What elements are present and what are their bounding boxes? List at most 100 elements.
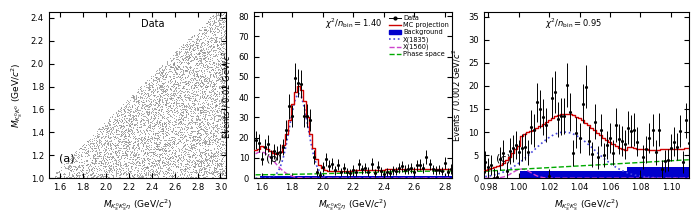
Point: [200, 63, 211, 67]
Point: [219, 103, 230, 107]
Point: [142, 94, 153, 97]
Point: [219, 74, 230, 77]
Point: [194, 103, 205, 106]
Point: [211, 110, 222, 114]
Point: [204, 153, 215, 156]
Point: [183, 61, 194, 64]
Point: [191, 80, 202, 84]
Point: [201, 120, 212, 124]
Point: [122, 110, 134, 114]
Point: [209, 114, 220, 117]
Point: [189, 161, 200, 164]
Point: [180, 65, 191, 69]
Point: [106, 160, 117, 163]
Point: [129, 96, 140, 100]
Point: [200, 29, 212, 32]
Point: [186, 43, 197, 46]
Point: [210, 25, 221, 28]
Bar: [395, 176, 397, 178]
Point: [173, 147, 184, 151]
Bar: [416, 176, 419, 178]
Point: [146, 161, 157, 165]
Point: [71, 172, 82, 175]
Point: [210, 159, 221, 163]
Point: [216, 79, 227, 83]
Point: [197, 95, 208, 98]
Point: [160, 142, 171, 146]
Point: [208, 63, 219, 66]
Point: [200, 149, 211, 152]
Point: [159, 143, 170, 146]
Point: [201, 142, 212, 146]
Point: [63, 172, 74, 176]
Point: [157, 73, 168, 77]
Point: [164, 174, 175, 177]
Point: [211, 53, 222, 56]
Point: [181, 112, 192, 116]
Point: [215, 25, 226, 28]
Point: [215, 72, 226, 76]
Point: [195, 164, 206, 168]
Bar: [406, 176, 410, 178]
Point: [220, 128, 231, 132]
Point: [212, 146, 223, 149]
Point: [110, 143, 121, 147]
Point: [171, 52, 182, 55]
Point: [138, 166, 149, 169]
Point: [214, 63, 225, 66]
Point: [135, 94, 146, 97]
Point: [199, 137, 210, 141]
Point: [206, 150, 217, 154]
Point: [174, 74, 185, 78]
Point: [211, 38, 222, 42]
Point: [111, 137, 122, 140]
Point: [154, 97, 165, 101]
Point: [190, 169, 201, 172]
Point: [108, 174, 119, 177]
Point: [191, 53, 203, 56]
Point: [116, 115, 127, 119]
Point: [74, 146, 86, 149]
Point: [146, 134, 157, 138]
Point: [215, 78, 226, 81]
Point: [186, 70, 197, 73]
Point: [139, 176, 150, 180]
Point: [113, 143, 124, 147]
Point: [104, 143, 116, 146]
Point: [200, 89, 211, 93]
Point: [219, 55, 230, 59]
Point: [181, 130, 192, 134]
Point: [119, 152, 130, 155]
Point: [141, 147, 152, 150]
Point: [187, 80, 198, 84]
Point: [218, 154, 229, 158]
Point: [178, 158, 189, 162]
Point: [219, 108, 230, 112]
Point: [191, 38, 202, 41]
Point: [111, 166, 122, 170]
Point: [187, 159, 198, 163]
Point: [170, 78, 181, 82]
Point: [89, 178, 100, 182]
Point: [142, 92, 153, 96]
Point: [105, 138, 116, 141]
Point: [213, 126, 224, 130]
Point: [131, 107, 142, 111]
Point: [180, 124, 191, 128]
Point: [143, 148, 155, 152]
Point: [165, 87, 176, 91]
Point: [183, 92, 194, 96]
Point: [218, 49, 229, 53]
Point: [99, 143, 110, 147]
Point: [101, 174, 112, 177]
Point: [177, 47, 188, 50]
Point: [109, 147, 120, 150]
Point: [203, 79, 214, 82]
Point: [212, 77, 223, 81]
Point: [107, 178, 118, 182]
Point: [163, 102, 174, 105]
Point: [179, 172, 190, 175]
Point: [190, 129, 201, 133]
Point: [115, 134, 126, 138]
Point: [66, 161, 77, 164]
